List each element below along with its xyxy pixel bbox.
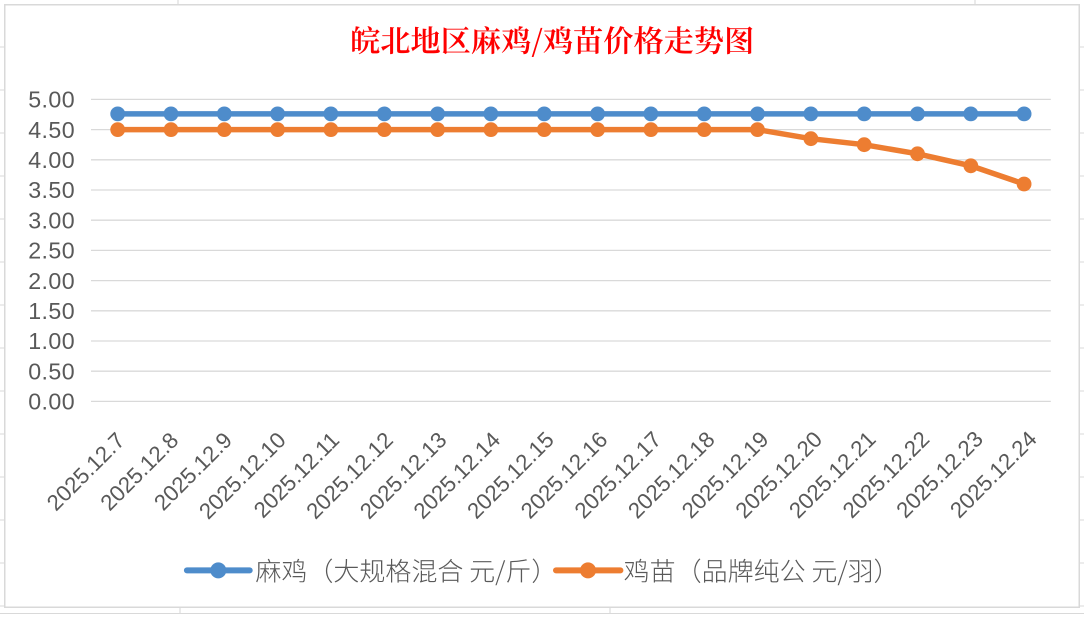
svg-text:0.00: 0.00 — [28, 389, 75, 415]
svg-text:4.00: 4.00 — [28, 147, 75, 173]
svg-text:0.50: 0.50 — [28, 358, 75, 384]
svg-text:1.00: 1.00 — [28, 328, 75, 354]
svg-text:2.50: 2.50 — [28, 238, 75, 264]
svg-text:4.50: 4.50 — [28, 117, 75, 143]
svg-text:5.00: 5.00 — [28, 87, 75, 113]
svg-text:2.00: 2.00 — [28, 268, 75, 294]
svg-text:1.50: 1.50 — [28, 298, 75, 324]
svg-text:3.00: 3.00 — [28, 207, 75, 233]
svg-text:3.50: 3.50 — [28, 177, 75, 203]
